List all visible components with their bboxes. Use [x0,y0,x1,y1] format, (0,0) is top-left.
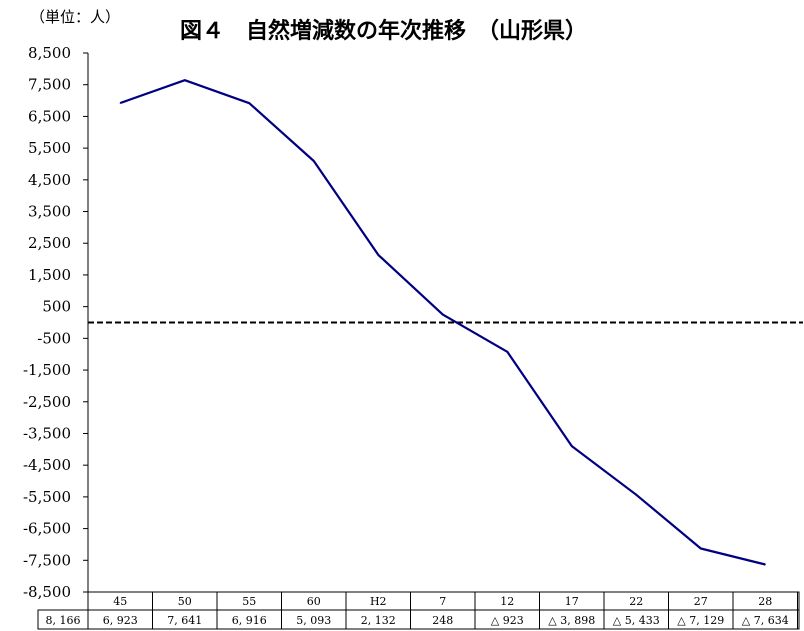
y-tick-label: -5,500 [23,488,71,506]
series-line-group [119,79,766,566]
y-tick-label: -8,500 [23,583,71,601]
data-point [313,160,315,162]
y-tick-label: 1,500 [28,266,71,284]
y-tick-label: -6,500 [23,520,71,538]
value-label: 2, 132 [361,614,396,627]
category-label: 60 [307,595,321,608]
category-label: 12 [500,595,514,608]
category-label: 55 [242,595,256,608]
y-tick-label: -1,500 [23,361,71,379]
y-tick-label: -2,500 [23,393,71,411]
y-tick-label: 7,500 [28,76,71,94]
value-label: △ 7, 129 [677,614,724,627]
data-point [184,79,186,81]
y-tick-label: -500 [37,329,71,347]
chart-title: 図４ 自然増減数の年次推移 （山形県） [180,18,587,44]
data-point [377,254,379,256]
first-cell-label: 8, 166 [46,614,81,627]
category-label: 50 [178,595,192,608]
data-point [635,494,637,496]
y-tick-label: -7,500 [23,551,71,569]
value-label: 6, 916 [232,614,267,627]
category-label: 45 [113,595,127,608]
category-label: 28 [758,595,772,608]
data-table: 45 50 55 60 H2 7 12 17 22 27 28 6, 923 7, 641 6, 916 5… [37,591,800,630]
category-label: 7 [439,595,446,608]
y-tick-label: -4,500 [23,456,71,474]
y-tick-label: 2,500 [28,234,71,252]
value-label: △ 5, 433 [613,614,660,627]
data-point [571,445,573,447]
data-point [248,102,250,104]
y-tick-label: 5,500 [28,139,71,157]
value-label: △ 7, 634 [742,614,789,627]
value-label: △ 3, 898 [548,614,595,627]
y-tick-label: 3,500 [28,203,71,221]
category-label: 27 [694,595,708,608]
category-label: 22 [629,595,643,608]
value-label: △ 923 [491,614,524,627]
y-tick-label: 4,500 [28,171,71,189]
category-label: H2 [370,595,387,608]
value-label: 248 [432,614,453,627]
y-tick-label: 500 [42,298,71,316]
value-label: 5, 093 [296,614,331,627]
data-point [764,563,766,566]
y-tick-label: -3,500 [23,424,71,442]
value-label: 6, 923 [103,614,138,627]
unit-label: （単位：人） [30,8,120,26]
data-point [442,314,444,316]
data-point [119,102,121,104]
y-tick-label: 8,500 [28,44,71,62]
data-point [506,351,508,353]
y-tick-label: 6,500 [28,107,71,125]
data-point [700,547,702,550]
value-row [37,609,800,630]
y-axis: 8,500 7,500 6,500 5,500 4,500 3,500 2,500 1,500… [23,44,89,601]
category-label: 17 [565,595,579,608]
value-label: 7, 641 [167,614,202,627]
